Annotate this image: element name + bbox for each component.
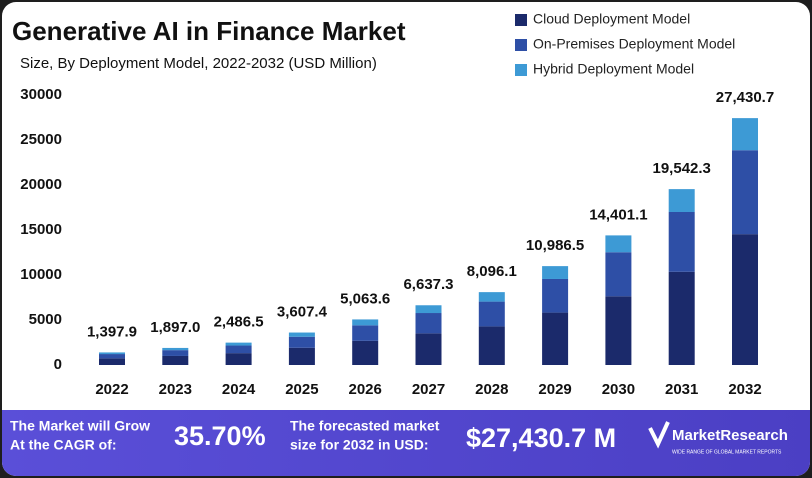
- x-tick-label: 2028: [475, 381, 508, 398]
- bar-segment: [542, 312, 569, 365]
- total-label: 1,897.0: [150, 319, 200, 336]
- bar-segment: [732, 150, 758, 235]
- forecast-text: The forecasted market: [290, 418, 440, 434]
- forecast-text: size for 2032 in USD:: [290, 437, 429, 453]
- x-tick-label: 2022: [95, 381, 128, 398]
- bar-segment: [225, 342, 252, 346]
- bar-segment: [478, 326, 505, 365]
- x-tick-label: 2032: [728, 381, 761, 398]
- x-tick-label: 2031: [665, 381, 698, 398]
- bar-segment: [99, 358, 125, 365]
- x-tick-label: 2027: [412, 381, 445, 398]
- x-tick-label: 2026: [349, 381, 382, 398]
- total-label: 2,486.5: [214, 314, 264, 331]
- bar-segment: [732, 234, 758, 365]
- y-tick-label: 30000: [20, 86, 62, 103]
- bar-segment: [99, 354, 125, 359]
- bar-segment: [732, 118, 758, 151]
- logo: [648, 421, 670, 449]
- chart-subtitle: Size, By Deployment Model, 2022-2032 (US…: [20, 55, 377, 72]
- bar-segment: [605, 235, 632, 253]
- y-tick-label: 15000: [20, 221, 62, 238]
- bar-segment: [288, 336, 315, 348]
- total-label: 14,401.1: [589, 206, 647, 223]
- total-label: 1,397.9: [87, 323, 137, 340]
- legend-swatch: [515, 64, 527, 76]
- cagr-text: The Market will Grow: [10, 418, 150, 434]
- bar-segment: [478, 292, 505, 302]
- legend-label: Hybrid Deployment Model: [533, 61, 694, 77]
- brand: MarketResearch: [672, 427, 788, 444]
- bar-segment: [288, 332, 315, 337]
- banner: [2, 410, 810, 476]
- bar-segment: [668, 211, 695, 272]
- legend-label: On-Premises Deployment Model: [533, 36, 735, 52]
- total-label: 8,096.1: [467, 263, 517, 280]
- x-tick-label: 2023: [159, 381, 192, 398]
- legend-label: Cloud Deployment Model: [533, 11, 690, 27]
- bar-segment: [225, 345, 252, 354]
- bar-segment: [542, 266, 569, 279]
- bar-segment: [162, 347, 189, 351]
- bar-segment: [99, 352, 125, 355]
- bar-segment: [415, 333, 442, 365]
- cagr-value: 35.70%: [174, 421, 266, 451]
- bar-segment: [162, 350, 189, 356]
- x-tick-label: 2030: [602, 381, 635, 398]
- total-label: 3,607.4: [277, 304, 328, 321]
- y-tick-label: 20000: [20, 176, 62, 193]
- bar-segment: [542, 278, 569, 313]
- bar-segment: [162, 355, 189, 365]
- total-label: 5,063.6: [340, 290, 390, 307]
- bar-segment: [352, 340, 379, 365]
- y-tick-label: 0: [54, 356, 62, 373]
- x-tick-label: 2024: [222, 381, 256, 398]
- forecast-value: $27,430.7 M: [466, 423, 616, 453]
- bar-segment: [478, 301, 505, 327]
- y-tick-label: 25000: [20, 131, 62, 148]
- legend-swatch: [515, 14, 527, 26]
- bar-segment: [225, 353, 252, 365]
- bar-segment: [415, 313, 442, 334]
- bar-segment: [605, 252, 632, 297]
- bar-segment: [352, 319, 379, 326]
- bar-segment: [288, 347, 315, 365]
- bar-segment: [668, 189, 695, 212]
- legend-swatch: [515, 39, 527, 51]
- total-label: 6,637.3: [403, 276, 453, 293]
- chart-title: Generative AI in Finance Market: [12, 16, 406, 46]
- x-tick-label: 2025: [285, 381, 318, 398]
- cagr-text: At the CAGR of:: [10, 437, 117, 453]
- total-label: 19,542.3: [653, 160, 711, 177]
- bar-segment: [668, 271, 695, 365]
- bar-segment: [415, 305, 442, 314]
- bar-segment: [605, 296, 632, 365]
- y-tick-label: 10000: [20, 266, 62, 283]
- x-tick-label: 2029: [538, 381, 571, 398]
- tagline: WIDE RANGE OF GLOBAL MARKET REPORTS: [672, 449, 782, 455]
- total-label: 27,430.7: [716, 89, 774, 106]
- bar-segment: [352, 325, 379, 341]
- y-tick-label: 5000: [29, 311, 62, 328]
- total-label: 10,986.5: [526, 237, 584, 254]
